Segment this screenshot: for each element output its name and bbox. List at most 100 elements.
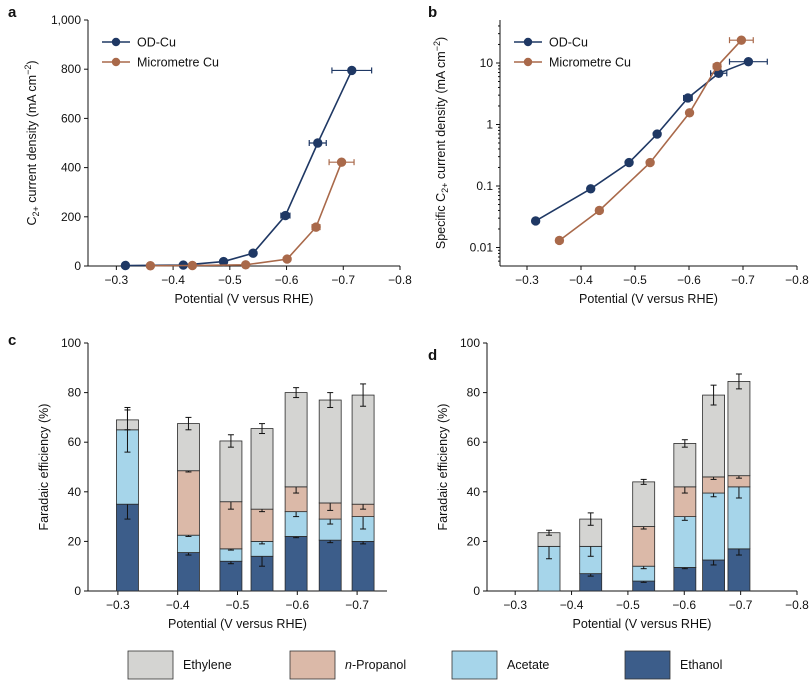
data-point — [249, 249, 257, 257]
data-point — [684, 94, 692, 102]
y-tick-label: 1,000 — [51, 13, 81, 27]
bar-segment-acetate — [703, 493, 725, 560]
panel-label-d: d — [428, 347, 437, 364]
bar-segment-ethylene — [352, 395, 374, 504]
y-tick-label: 0 — [74, 584, 81, 598]
y-tick-label: 0 — [473, 584, 480, 598]
y-axis-label: Faradaic efficiency (%) — [37, 404, 51, 531]
y-label-part: ) — [25, 60, 39, 64]
legend-entry-micrometre-cu: Micrometre Cu — [514, 56, 631, 70]
legend-label: Micrometre Cu — [549, 56, 631, 70]
data-point — [281, 211, 289, 219]
y-label-part: C — [25, 216, 39, 225]
legend-swatch — [625, 651, 670, 679]
y-tick-label: 800 — [61, 62, 81, 76]
legend-label: Ethylene — [183, 658, 232, 672]
bar-stack — [674, 440, 696, 591]
bar-stack — [220, 435, 242, 591]
data-point — [646, 158, 654, 166]
legend-marker — [112, 58, 120, 66]
y-tick-label: 100 — [61, 336, 81, 350]
y-tick-label: 200 — [61, 210, 81, 224]
data-point — [587, 185, 595, 193]
x-tick-label: −0.7 — [731, 273, 755, 287]
bar-stack — [251, 424, 273, 591]
bar-segment-ethanol — [220, 561, 242, 591]
y-tick-label: 0 — [74, 259, 81, 273]
y-label-subscript: 2+ — [31, 206, 41, 216]
legend-item-ethylene: Ethylene — [128, 651, 232, 679]
x-axis-label: Potential (V versus RHE) — [573, 617, 712, 631]
data-point — [348, 66, 356, 74]
bar-stack — [116, 407, 138, 591]
bar-segment-acetate — [674, 517, 696, 568]
legend-label: Ethanol — [680, 658, 722, 672]
bar-segment-propanol — [177, 471, 199, 535]
bar-segment-ethylene — [728, 381, 750, 475]
legend-item-acetate: Acetate — [452, 651, 549, 679]
x-tick-label: −0.3 — [105, 273, 129, 287]
legend-label: OD-Cu — [549, 36, 588, 50]
legend-label-text: Ethylene — [183, 658, 232, 672]
bar-segment-ethanol — [319, 540, 341, 591]
bar-stack — [177, 417, 199, 591]
x-tick-label: −0.6 — [677, 273, 701, 287]
legend-label-text: Ethanol — [680, 658, 722, 672]
bar-segment-ethanol — [674, 567, 696, 591]
data-point — [713, 62, 721, 70]
y-label-part: current density (mA cm — [25, 75, 39, 206]
series-line — [125, 70, 351, 265]
data-point — [188, 261, 196, 269]
bar-stack — [580, 513, 602, 591]
legend-label-prefix: n — [345, 658, 352, 672]
panel-c: −0.3 −0.4 −0.5 −0.6 −0.7 0 20 40 60 80 100 Potentia… — [37, 336, 387, 631]
x-tick-label: −0.3 — [106, 598, 130, 612]
data-point — [653, 130, 661, 138]
figure: a b c d −0.3 −0.4 −0.5 −0.6 −0.7 −0.802004006… — [0, 0, 812, 690]
panel-label-a: a — [8, 4, 17, 21]
y-label-superscript: −2 — [23, 65, 33, 75]
x-tick-label: −0.5 — [616, 598, 640, 612]
x-tick-label: −0.6 — [672, 598, 696, 612]
y-axis-label: Faradaic efficiency (%) — [436, 404, 450, 531]
x-tick-label: −0.8 — [785, 598, 809, 612]
data-point — [314, 139, 322, 147]
legend-item-ethanol: Ethanol — [625, 651, 722, 679]
x-tick-label: −0.3 — [503, 598, 527, 612]
bar-segment-acetate — [177, 535, 199, 552]
y-label-subscript: 2+ — [440, 183, 450, 193]
x-tick-label: −0.8 — [388, 273, 412, 287]
y-tick-label: 20 — [68, 534, 82, 548]
panel-d: −0.3 −0.4 −0.5 −0.6 −0.7 −0.8 0 20 40 60 80 100 Pote… — [436, 336, 809, 631]
series-od-cu — [121, 66, 371, 269]
y-tick-label: 60 — [68, 435, 82, 449]
legend-marker — [112, 38, 120, 46]
legend-swatch — [452, 651, 497, 679]
data-point — [312, 223, 320, 231]
data-point — [625, 158, 633, 166]
y-tick-label: 0.1 — [476, 179, 493, 193]
bar-stack — [285, 388, 307, 591]
legend-label-text: -Propanol — [352, 658, 406, 672]
x-tick-label: −0.5 — [623, 273, 647, 287]
bar-stack — [319, 393, 341, 591]
bar-segment-ethanol — [285, 536, 307, 591]
x-tick-label: −0.5 — [226, 598, 250, 612]
y-label-part: ) — [434, 37, 448, 41]
bar-segment-ethanol — [177, 553, 199, 591]
panel-label-c: c — [8, 332, 16, 349]
x-tick-label: −0.6 — [275, 273, 299, 287]
bar-segment-acetate — [220, 549, 242, 561]
bar-segment-propanol — [633, 527, 655, 567]
bar-stack — [703, 385, 725, 591]
y-tick-label: 10 — [480, 56, 494, 70]
y-tick-label: 400 — [61, 161, 81, 175]
bar-stack — [352, 384, 374, 591]
bar-segment-ethylene — [177, 424, 199, 471]
data-point — [283, 255, 291, 263]
bar-stack — [538, 530, 560, 591]
data-point — [531, 217, 539, 225]
panel-b: −0.3 −0.4 −0.5 −0.6 −0.7 −0.80.010.1110Potent… — [432, 20, 809, 306]
x-tick-label: −0.4 — [560, 598, 584, 612]
series-od-cu — [531, 57, 767, 225]
